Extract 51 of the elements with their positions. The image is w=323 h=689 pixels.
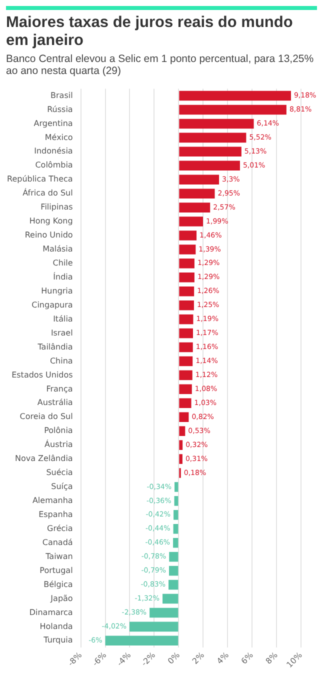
y-tick-label: Malásia [42, 244, 73, 254]
y-tick-label: Itália [53, 314, 73, 324]
x-tick-label: -4% [115, 650, 133, 668]
y-tick-label: República Theca [6, 174, 73, 184]
x-tick-label: -8% [66, 650, 84, 668]
y-tick-label: Japão [50, 594, 73, 603]
y-tick-label: Polônia [44, 426, 73, 436]
y-tick-label: Chile [52, 258, 73, 268]
y-tick-label: Argentina [34, 118, 73, 128]
x-tick-label: -2% [140, 650, 158, 668]
y-tick-label: Tailândia [36, 342, 73, 352]
y-tick-label: Holanda [40, 622, 73, 631]
y-tick-label: Suíça [51, 482, 73, 492]
x-tick-label: -6% [90, 650, 108, 668]
y-tick-label: Nova Zelândia [14, 454, 73, 464]
y-tick-label: Grécia [47, 524, 73, 533]
y-tick-label: Turquia [42, 636, 73, 645]
y-tick-label: Indonésia [34, 146, 73, 156]
y-tick-label: Israel [50, 328, 73, 338]
y-tick-label: Taiwan [44, 552, 73, 561]
y-tick-label: Austrália [37, 398, 73, 408]
y-tick-label: Reino Unido [24, 230, 73, 240]
y-tick-label: Hungria [41, 286, 73, 296]
y-tick-label: México [44, 132, 73, 142]
y-tick-label: Brasil [50, 90, 73, 100]
y-tick-label: Bélgica [44, 580, 73, 589]
y-tick-label: África do Sul [22, 188, 73, 198]
chart-subtitle: Banco Central elevou a Selic em 1 ponto percentual, para 13,25% ao ano nesta quarta (29) [6, 53, 315, 77]
y-tick-label: Rússia [47, 104, 73, 114]
y-tick-label: Filipinas [40, 202, 73, 212]
y-tick-label: Dinamarca [29, 608, 73, 617]
chart-title: Maiores taxas de juros reais do mundo em janeiro [6, 14, 294, 50]
y-tick-label: China [50, 356, 73, 366]
x-tick-label: 4% [215, 650, 231, 666]
y-tick-label: Colômbia [35, 160, 73, 170]
y-tick-label: Estados Unidos [12, 370, 73, 380]
y-tick-label: Índia [53, 271, 73, 282]
y-tick-label: Portugal [40, 566, 73, 575]
y-tick-label: Espanha [38, 510, 73, 519]
y-tick-label: Hong Kong [29, 216, 73, 226]
x-tick-label: 2% [190, 650, 206, 666]
y-tick-label: Coreia do Sul [20, 412, 73, 422]
y-tick-label: Alemanha [32, 496, 73, 506]
y-tick-label: Canadá [42, 538, 73, 547]
y-tick-label: França [46, 384, 73, 394]
x-tick-label: 0% [166, 650, 182, 666]
y-tick-label: Cingapura [32, 300, 73, 310]
x-tick-label: 8% [264, 650, 280, 666]
y-tick-label: Suécia [46, 468, 73, 478]
x-tick-label: 6% [240, 650, 256, 666]
y-tick-label: Áustria [44, 439, 73, 450]
